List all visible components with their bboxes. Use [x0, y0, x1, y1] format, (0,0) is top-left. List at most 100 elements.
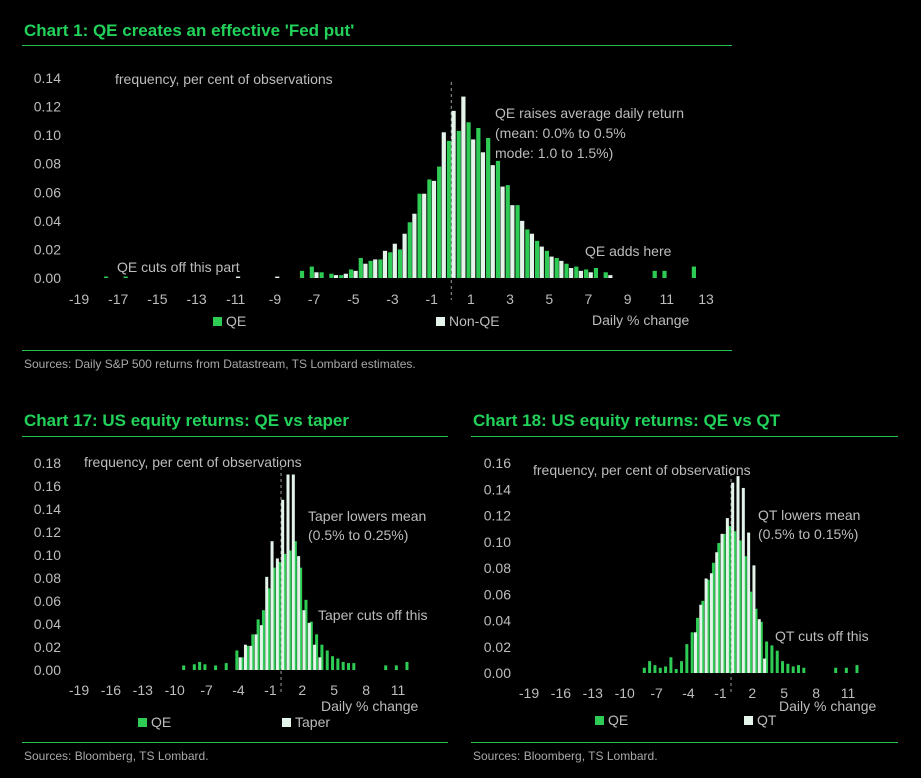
- bar-series-b: [736, 476, 740, 673]
- bar-series-a: [685, 644, 689, 673]
- y-tick-label: 0.06: [34, 184, 61, 200]
- bar-series-b: [608, 275, 613, 278]
- bar-series-a: [791, 666, 795, 673]
- bar-series-a: [309, 621, 313, 670]
- bar-series-a: [417, 193, 422, 278]
- bar-series-a: [245, 645, 249, 670]
- legend-swatch: [595, 716, 604, 725]
- y-tick-label: 0.06: [34, 593, 61, 609]
- bar-series-a: [339, 275, 344, 278]
- bar-series-b: [254, 634, 258, 670]
- x-tick-label: 3: [506, 291, 514, 307]
- bar-series-b: [249, 645, 253, 670]
- legend-label: QT: [757, 712, 777, 728]
- bar-series-a: [855, 665, 859, 673]
- legend-swatch: [744, 716, 753, 725]
- x-tick-label: -16: [551, 685, 571, 701]
- y-tick-label: 0.16: [34, 478, 61, 494]
- source-rule: [22, 742, 448, 743]
- bar-series-a: [691, 266, 696, 278]
- bar-series-b: [752, 565, 756, 673]
- bar-series-b: [302, 610, 306, 670]
- bar-series-a: [652, 270, 657, 278]
- bar-series-a: [711, 562, 715, 673]
- bar-series-a: [653, 665, 657, 673]
- y-tick-label: 0.00: [34, 270, 61, 286]
- bar-series-b: [343, 273, 348, 278]
- bar-series-b: [559, 260, 564, 278]
- y-axis-label: frequency, per cent of observations: [115, 71, 333, 87]
- source-rule: [22, 350, 732, 351]
- x-tick-label: 5: [545, 291, 553, 307]
- y-tick-label: 0.10: [34, 127, 61, 143]
- bar-series-a: [277, 561, 281, 670]
- bar-series-a: [525, 229, 530, 278]
- bar-series-a: [182, 665, 186, 670]
- bar-series-a: [341, 661, 345, 670]
- bar-series-b: [412, 213, 417, 278]
- bar-series-a: [544, 250, 550, 278]
- bar-series-b: [490, 165, 495, 278]
- chart-source: Sources: Bloomberg, TS Lombard.: [473, 749, 658, 763]
- x-tick-label: -4: [682, 685, 695, 701]
- bar-series-a: [495, 160, 501, 278]
- chart-panel-17: Chart 17: US equity returns: QE vs taper…: [0, 0, 460, 778]
- bar-series-b: [318, 657, 322, 670]
- bar-series-b: [500, 186, 505, 278]
- bar-series-a: [456, 130, 461, 278]
- y-tick-label: 0.12: [34, 524, 61, 540]
- bar-series-a: [203, 664, 207, 670]
- bar-series-b: [699, 604, 703, 673]
- x-tick-label: 9: [624, 291, 632, 307]
- x-tick-label: 2: [748, 685, 756, 701]
- x-tick-label: 7: [585, 291, 593, 307]
- bar-series-a: [669, 657, 673, 673]
- bar-series-a: [743, 556, 747, 673]
- bar-series-b: [569, 268, 574, 278]
- bar-series-b: [510, 205, 515, 278]
- bar-series-a: [388, 252, 393, 278]
- y-tick-label: 0.14: [34, 501, 61, 517]
- bar-series-a: [674, 669, 678, 673]
- bar-series-a: [564, 263, 569, 278]
- bar-series-a: [574, 266, 579, 278]
- bar-series-b: [693, 632, 697, 673]
- x-tick-label: -7: [308, 291, 321, 307]
- x-tick-label: -13: [186, 291, 206, 307]
- annotation-text: QE raises average daily return: [495, 105, 684, 121]
- bar-series-b: [529, 233, 535, 278]
- x-tick-label: -16: [101, 682, 121, 698]
- chart-title: Chart 1: QE creates an effective 'Fed pu…: [24, 21, 355, 40]
- y-axis-label: frequency, per cent of observations: [533, 462, 751, 478]
- x-tick-label: -17: [108, 291, 128, 307]
- x-tick-label: -4: [232, 682, 245, 698]
- y-tick-label: 0.02: [484, 639, 511, 655]
- x-tick-label: 11: [391, 682, 406, 698]
- bar-series-a: [407, 222, 412, 278]
- x-tick-label: -13: [583, 685, 603, 701]
- chart-source: Sources: Bloomberg, TS Lombard.: [24, 749, 209, 763]
- bar-series-a: [315, 634, 319, 670]
- y-tick-label: 0.06: [484, 586, 511, 602]
- bar-series-b: [238, 657, 242, 670]
- x-tick-label: -13: [133, 682, 153, 698]
- bar-series-b: [333, 275, 339, 278]
- bar-series-a: [103, 276, 109, 278]
- bar-series-a: [765, 641, 769, 673]
- annotation-text: mode: 1.0 to 1.5%): [495, 145, 613, 161]
- bar-series-a: [405, 661, 409, 670]
- y-tick-label: 0.10: [484, 534, 511, 550]
- bar-series-b: [441, 132, 446, 278]
- bar-series-a: [320, 644, 324, 670]
- bar-series-a: [554, 258, 559, 278]
- x-tick-label: 1: [467, 291, 475, 307]
- y-tick-label: 0.18: [34, 455, 61, 471]
- bar-series-a: [642, 667, 646, 673]
- x-tick-label: 2: [298, 682, 306, 698]
- y-tick-label: 0.08: [34, 156, 61, 172]
- bar-series-a: [299, 270, 305, 278]
- bar-series-a: [802, 667, 806, 673]
- bar-series-a: [336, 658, 340, 670]
- bar-series-b: [539, 246, 544, 278]
